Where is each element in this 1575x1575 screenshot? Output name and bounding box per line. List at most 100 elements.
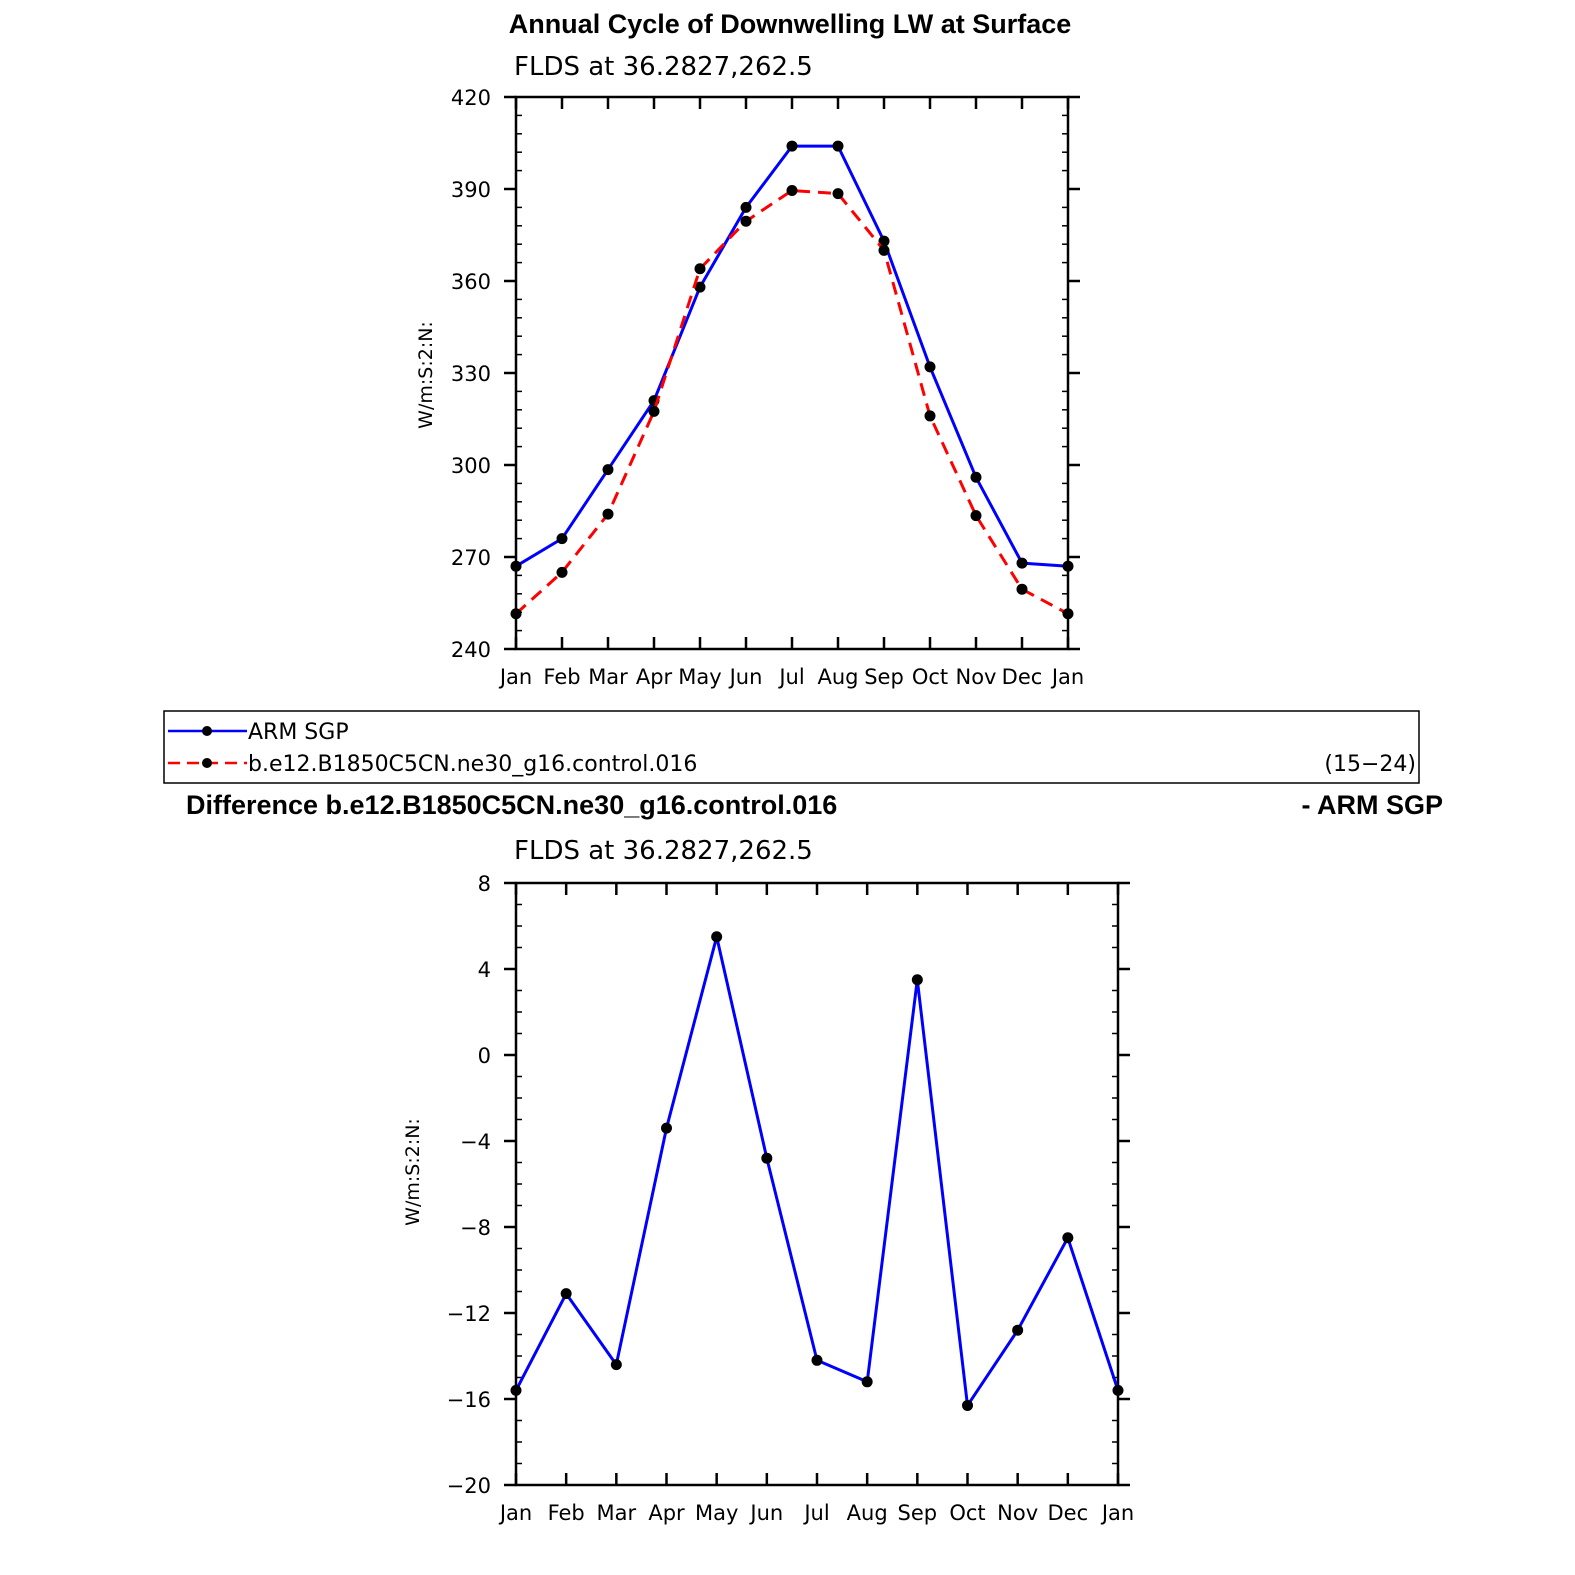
top-series-point-0: [924, 361, 936, 373]
top-xtick-label: Sep: [864, 665, 904, 689]
top-series-point-0: [1016, 557, 1028, 569]
top-series-point-1: [970, 510, 982, 522]
top-xtick-label: Jan: [1050, 665, 1084, 689]
top-series-point-1: [786, 185, 798, 197]
top-series-point-0: [602, 464, 614, 476]
bottom-series-point-0: [560, 1288, 572, 1300]
top-xtick-label: Oct: [912, 665, 948, 689]
top-chart-title: Annual Cycle of Downwelling LW at Surfac…: [509, 9, 1072, 39]
top-series-line-1: [514, 189, 1069, 616]
top-series-point-0: [832, 140, 844, 152]
bottom-xtick-label: Sep: [898, 1501, 938, 1525]
bottom-xtick-label: Mar: [597, 1501, 637, 1525]
bottom-series-point-0: [1062, 1232, 1074, 1244]
bottom-ytick-label: 8: [478, 872, 491, 896]
top-series-point-1: [694, 263, 706, 275]
legend-entry-model: b.e12.B1850C5CN.ne30_g16.control.016: [168, 752, 697, 777]
top-series-point-1: [1062, 608, 1074, 620]
bottom-series-point-0: [911, 974, 923, 986]
top-ytick-label: 390: [451, 178, 491, 202]
legend-entry-arm-sgp: ARM SGP: [168, 720, 349, 745]
top-ytick-label: 240: [451, 638, 491, 662]
bottom-ytick-label: 0: [478, 1044, 491, 1068]
top-series-point-0: [1062, 560, 1074, 572]
bottom-series-point-0: [610, 1359, 622, 1371]
bottom-ytick-label: −16: [447, 1388, 491, 1412]
bottom-series-point-0: [811, 1354, 823, 1366]
legend-period: (15−24): [1324, 752, 1416, 777]
top-chart-ylabel: W/m:S:2:N:: [415, 321, 437, 429]
bottom-chart-plot: Jan Feb Mar Apr May Jun Jul Aug Sep Oct Nov Dec Jan −…: [447, 872, 1135, 1525]
top-xtick-label: Nov: [956, 665, 997, 689]
top-ytick-label: 330: [451, 362, 491, 386]
top-series-point-1: [648, 405, 660, 417]
legend-label-arm-sgp: ARM SGP: [248, 720, 349, 745]
top-ytick-label: 360: [451, 270, 491, 294]
top-xtick-label: Aug: [817, 665, 858, 689]
bottom-series-point-0: [1112, 1384, 1124, 1396]
bottom-xtick-label: Jan: [1100, 1501, 1134, 1525]
top-series-line-0: [515, 144, 1069, 568]
bottom-plot-frame: [514, 881, 1120, 1487]
top-series-point-0: [556, 533, 568, 545]
top-series-point-0: [970, 471, 982, 483]
top-series-point-0: [786, 140, 798, 152]
legend-label-model: b.e12.B1850C5CN.ne30_g16.control.016: [248, 752, 697, 777]
top-ytick-label: 420: [451, 86, 491, 110]
legend: ARM SGP b.e12.B1850C5CN.ne30_g16.control…: [163, 710, 1420, 784]
top-series-point-1: [1016, 583, 1028, 595]
top-xtick-label: Jun: [728, 665, 763, 689]
top-series-point-1: [878, 244, 890, 256]
top-series-point-0: [878, 235, 890, 247]
legend-box: [163, 710, 1420, 784]
bottom-xtick-label: Jun: [748, 1501, 783, 1525]
top-xtick-label: Mar: [588, 665, 628, 689]
bottom-series-point-0: [861, 1376, 873, 1388]
bottom-series-line-0: [514, 935, 1120, 1407]
top-series-point-0: [740, 201, 752, 213]
bottom-xtick-label: Oct: [949, 1501, 985, 1525]
bottom-series-point-0: [962, 1399, 973, 1411]
top-ytick-label: 300: [451, 454, 491, 478]
top-series-point-1: [510, 608, 522, 620]
top-xtick-label: May: [678, 665, 721, 689]
bottom-xtick-label: Nov: [997, 1501, 1038, 1525]
legend-marker-arm-sgp: [202, 726, 212, 736]
top-series-point-1: [602, 508, 614, 520]
top-series-point-0: [510, 560, 522, 572]
top-series-point-1: [832, 188, 844, 200]
top-series-point-1: [556, 566, 568, 578]
bottom-ytick-label: −8: [460, 1216, 491, 1240]
bottom-ytick-label: 4: [478, 958, 491, 982]
top-series-point-0: [694, 281, 706, 293]
legend-marker-model: [202, 758, 212, 768]
bottom-xtick-label: Apr: [648, 1501, 685, 1525]
top-xtick-label: Apr: [636, 665, 673, 689]
bottom-chart-title-right: - ARM SGP: [1302, 790, 1444, 820]
top-chart-plot: Jan Feb Mar Apr May Jun Jul Aug Sep Oct Nov Dec Jan 2…: [451, 86, 1084, 689]
bottom-ytick-label: −4: [460, 1130, 491, 1154]
bottom-series-point-0: [761, 1152, 773, 1164]
bottom-chart-ylabel: W/m:S:2:N:: [402, 1118, 424, 1226]
bottom-series-point-0: [1012, 1324, 1024, 1336]
top-plot-frame: [514, 95, 1070, 651]
top-chart-subtitle: FLDS at 36.2827,262.5: [514, 52, 813, 82]
bottom-chart-title: Difference b.e12.B1850C5CN.ne30_g16.cont…: [186, 790, 837, 820]
top-xtick-label: Jan: [498, 665, 532, 689]
bottom-chart-subtitle: FLDS at 36.2827,262.5: [514, 836, 813, 866]
bottom-ytick-label: −12: [447, 1302, 491, 1326]
bottom-xtick-label: Aug: [847, 1501, 888, 1525]
top-xtick-label: Dec: [1002, 665, 1043, 689]
bottom-xtick-label: Jul: [802, 1501, 829, 1525]
bottom-xtick-label: May: [695, 1501, 738, 1525]
bottom-series-point-0: [711, 931, 723, 943]
top-series-point-1: [740, 215, 752, 227]
top-xtick-label: Feb: [543, 665, 580, 689]
bottom-xtick-label: Feb: [548, 1501, 585, 1525]
bottom-xtick-label: Jan: [498, 1501, 532, 1525]
top-xtick-label: Jul: [777, 665, 804, 689]
bottom-series-point-0: [661, 1122, 672, 1134]
bottom-series-point-0: [510, 1384, 522, 1396]
bottom-xtick-label: Dec: [1048, 1501, 1089, 1525]
